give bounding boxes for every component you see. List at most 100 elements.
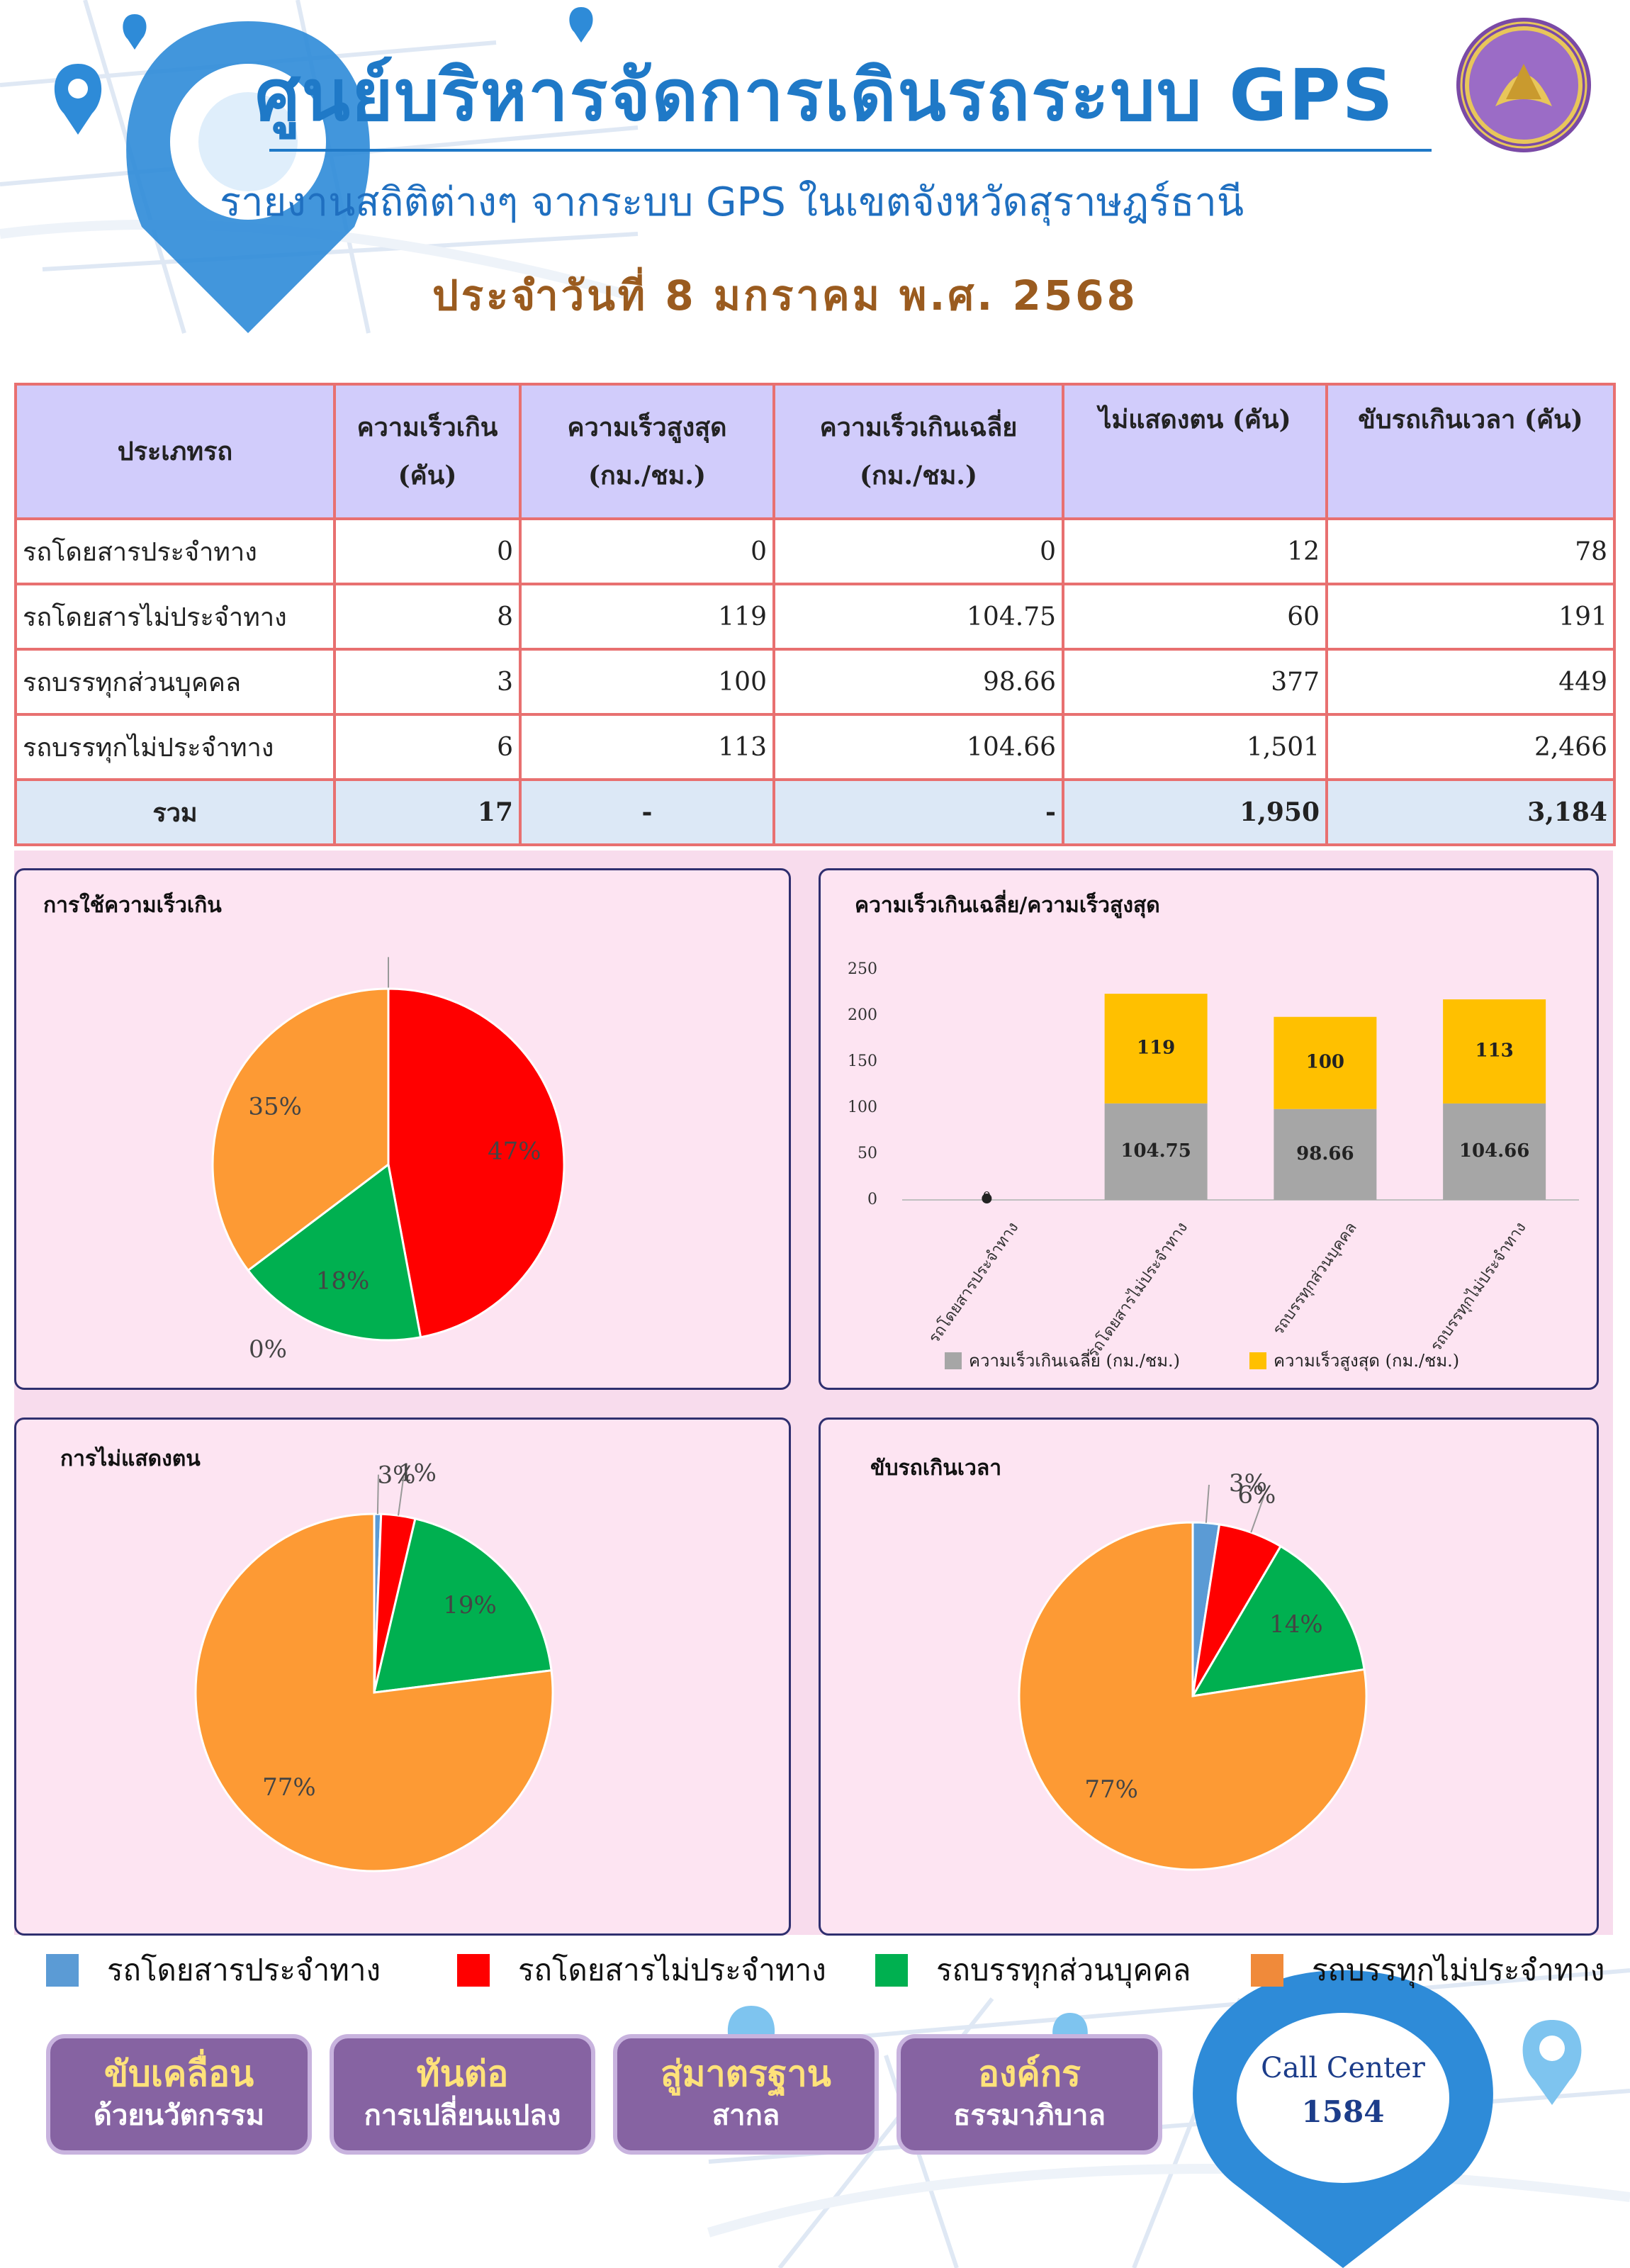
table-header-row: ประเภทรถ ความเร็วเกิน (คัน) ความเร็วสูงส… [14, 383, 1616, 520]
page-title: ศูนย์บริหารจัดการเดินรถระบบ GPS [255, 54, 1395, 137]
department-seal-icon [1456, 18, 1591, 152]
legend-label: รถบรรทุกส่วนบุคคล [936, 1953, 1191, 1987]
pie-label-3: 77% [1084, 1775, 1138, 1804]
pie-leader-line-1 [398, 1476, 405, 1516]
report-subtitle: รายงานสถิติต่างๆ จากระบบ GPS ในเขตจังหวั… [220, 179, 1244, 225]
pie-label-0: 1% [398, 1459, 437, 1488]
table-row: รถโดยสารไม่ประจำทาง 8 119 104.75 60 191 [14, 583, 1616, 651]
change-button-line2: การเปลี่ยนแปลง [364, 2099, 561, 2132]
bar-segment-0 [1104, 1103, 1208, 1200]
cell-avgspeed: 104.75 [772, 583, 1064, 651]
cell-unidentified: 12 [1062, 517, 1328, 585]
x-category-label: รถโดยสารไม่ประจำทาง [1084, 1219, 1191, 1362]
pie-label-1: 3% [378, 1461, 416, 1489]
cell-overtime: 449 [1325, 648, 1616, 716]
change-button[interactable]: ทันต่อ การเปลี่ยนแปลง [330, 2034, 595, 2155]
cell-maxspeed: 113 [519, 713, 775, 781]
header-overspeed-unit: (คัน) [398, 461, 457, 490]
bar-legend-label: ความเร็วสูงสุด (กม./ชม.) [1274, 1350, 1459, 1371]
legend-swatch [457, 1954, 490, 1987]
x-category-label: รถบรรทุกส่วนบุคคล [1269, 1219, 1360, 1339]
bar-zero-marker [982, 1194, 992, 1203]
y-tick-label: 50 [858, 1145, 877, 1162]
bar-segment-0 [1443, 1103, 1546, 1200]
header-avgspeed-title: ความเร็วเกินเฉลี่ย [819, 412, 1018, 442]
cell-avgspeed: 104.66 [772, 713, 1064, 781]
cell-overtime: 78 [1325, 517, 1616, 585]
cell-maxspeed: 119 [519, 583, 775, 651]
cell-type: รถบรรทุกส่วนบุคคล [14, 648, 336, 716]
pie-label-3: 77% [262, 1773, 316, 1802]
cell-overspeed: 6 [333, 713, 522, 781]
pie-slice-3 [1018, 1521, 1368, 1871]
overspeed-pie-panel: การใช้ความเร็วเกิน 0% 47% 18% 35% [14, 868, 791, 1390]
cell-overspeed: 3 [333, 648, 522, 716]
x-category-label: รถโดยสารประจำทาง [925, 1219, 1022, 1347]
x-category-label: รถบรรทุกไม่ประจำทาง [1427, 1219, 1530, 1355]
cell-avgspeed: 0 [772, 517, 1064, 585]
header-avgspeed-unit: (กม./ชม.) [860, 461, 977, 490]
bar-legend-swatch [945, 1352, 962, 1369]
legend-label: รถโดยสารประจำทาง [107, 1953, 381, 1987]
table-total-row: รวม 17 - - 1,950 3,184 [14, 778, 1616, 846]
pie-label-1: 47% [488, 1138, 541, 1166]
legend-swatch [46, 1954, 79, 1987]
bar-data-label: 98.66 [1296, 1143, 1354, 1164]
legend-item-bus-nonfixed: รถโดยสารไม่ประจำทาง [457, 1949, 826, 1992]
title-underline [269, 149, 1432, 152]
innovation-button[interactable]: ขับเคลื่อน ด้วยนวัตกรรม [46, 2034, 312, 2155]
overspeed-pie-chart: 0% 47% 18% 35% [211, 957, 566, 1364]
cell-unidentified: 1,501 [1062, 713, 1328, 781]
table-row: รถโดยสารประจำทาง 0 0 0 12 78 [14, 517, 1616, 585]
legend-swatch [875, 1954, 908, 1987]
y-tick-label: 100 [848, 1099, 877, 1116]
cell-overspeed: 0 [333, 517, 522, 585]
pie-slice-3 [211, 987, 390, 1272]
pie-slice-2 [1191, 1544, 1366, 1697]
standard-button-line2: สากล [712, 2099, 780, 2132]
bar-data-label: 104.66 [1459, 1140, 1530, 1162]
cell-total-unidentified: 1,950 [1062, 778, 1328, 846]
governance-button[interactable]: องค์กร ธรรมาภิบาล [896, 2034, 1162, 2155]
cell-overtime: 2,466 [1325, 713, 1616, 781]
pie-slice-2 [246, 1162, 422, 1342]
y-tick-label: 0 [867, 1191, 877, 1208]
call-center-number[interactable]: 1584 [1301, 2094, 1385, 2129]
innovation-button-line1: ขับเคลื่อน [103, 2053, 254, 2094]
unidentified-pie-chart: 1%3% 19% 77% [194, 1459, 554, 1873]
y-tick-label: 150 [848, 1052, 877, 1070]
header-overtime: ขับรถเกินเวลา (คัน) [1325, 383, 1616, 520]
bar-data-label: 0 [983, 1189, 991, 1204]
legend-swatch [1251, 1954, 1283, 1987]
bar-segment-0 [1274, 1108, 1377, 1200]
cell-total-overspeed: 17 [333, 778, 522, 846]
legend-item-bus-fixed: รถโดยสารประจำทาง [46, 1949, 381, 1992]
innovation-button-line2: ด้วยนวัตกรรม [93, 2099, 265, 2132]
legend-label: รถบรรทุกไม่ประจำทาง [1312, 1953, 1605, 1987]
pie-slice-3 [194, 1512, 554, 1873]
map-pin-icon [126, 21, 370, 333]
standard-button[interactable]: สู่มาตรฐาน สากล [613, 2034, 879, 2155]
y-tick-label: 200 [848, 1006, 877, 1024]
pie-label-0: 3% [1229, 1469, 1267, 1498]
cell-total-label: รวม [14, 778, 336, 846]
governance-button-line1: องค์กร [977, 2053, 1081, 2094]
bar-data-label: 104.75 [1120, 1140, 1191, 1162]
cell-overspeed: 8 [333, 583, 522, 651]
header-overspeed: ความเร็วเกิน (คัน) [333, 383, 522, 520]
bar-segment-1 [1274, 1016, 1377, 1109]
bar-legend-swatch [1249, 1352, 1266, 1369]
cell-maxspeed: 100 [519, 648, 775, 716]
cell-overtime: 191 [1325, 583, 1616, 651]
header-vehicle-type: ประเภทรถ [14, 383, 336, 520]
y-tick-label: 250 [848, 960, 877, 978]
pie-leader-line-0 [1205, 1484, 1210, 1523]
pie-leader-line-1 [1250, 1496, 1265, 1533]
overspeed-pie-title: การใช้ความเร็วเกิน [43, 893, 222, 918]
change-button-line1: ทันต่อ [416, 2053, 509, 2094]
pie-label-2: 18% [316, 1267, 370, 1296]
legend-item-truck-nonfixed: รถบรรทุกไม่ประจำทาง [1251, 1949, 1604, 1992]
pie-label-2: 19% [443, 1591, 497, 1619]
table-row: รถบรรทุกส่วนบุคคล 3 100 98.66 377 449 [14, 648, 1616, 716]
